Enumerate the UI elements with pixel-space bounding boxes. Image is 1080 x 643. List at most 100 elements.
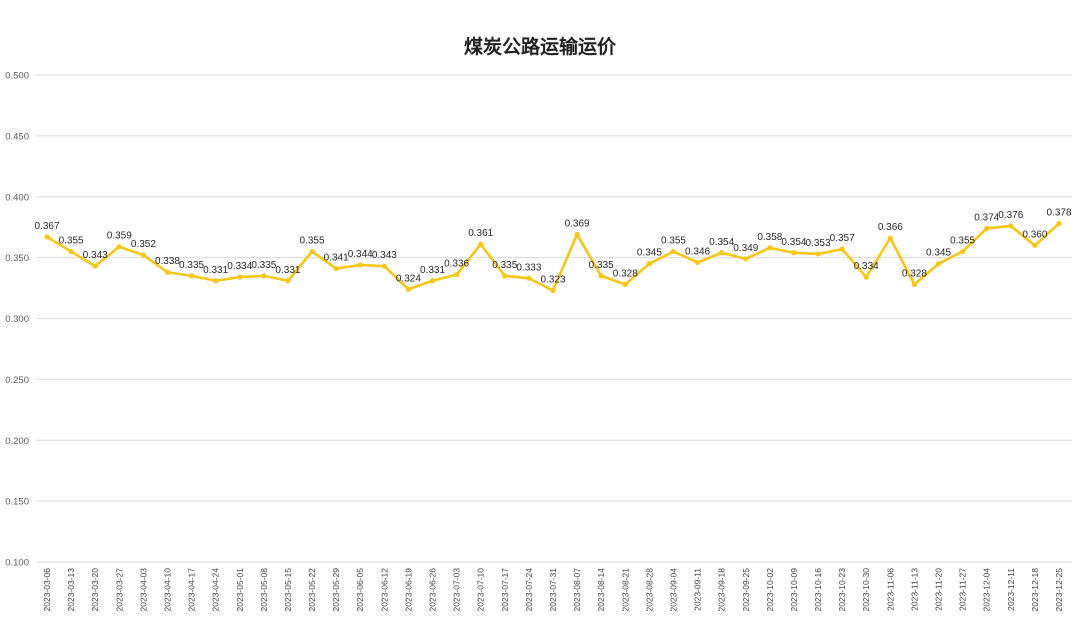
x-tick-label: 2023-05-29 — [331, 568, 341, 612]
x-tick-label: 2023-04-17 — [187, 568, 197, 612]
y-tick-label: 0.100 — [5, 558, 29, 569]
data-label: 0.336 — [444, 259, 469, 270]
data-point — [357, 262, 363, 268]
data-label: 0.367 — [34, 221, 59, 232]
x-tick-label: 2023-05-22 — [307, 568, 317, 612]
x-axis: 2023-03-06 2023-03-13 2023-03-20 2023-03-27… — [42, 568, 1064, 612]
x-tick-label: 2023-06-19 — [403, 568, 413, 612]
data-label: 0.355 — [661, 236, 686, 247]
data-point — [44, 234, 50, 240]
data-label: 0.341 — [324, 253, 349, 264]
data-label: 0.358 — [757, 232, 782, 243]
x-tick-label: 2023-12-04 — [982, 568, 992, 612]
x-tick-label: 2023-10-16 — [813, 568, 823, 612]
data-point — [188, 273, 195, 279]
data-point — [454, 272, 460, 278]
data-point — [719, 250, 725, 256]
x-tick-label: 2023-12-18 — [1030, 568, 1040, 612]
x-tick-label: 2023-12-11 — [1006, 568, 1016, 611]
data-point — [863, 274, 869, 280]
x-tick-label: 2023-06-12 — [379, 568, 389, 612]
data-label: 0.352 — [131, 239, 156, 250]
data-point — [598, 273, 604, 279]
data-label: 0.355 — [59, 236, 84, 247]
data-label: 0.335 — [492, 260, 517, 271]
x-tick-label: 2023-10-30 — [861, 568, 871, 612]
data-label: 0.345 — [637, 248, 662, 259]
data-point — [213, 278, 219, 284]
x-tick-label: 2023-08-14 — [596, 568, 606, 612]
data-label: 0.343 — [372, 250, 397, 261]
y-tick-label: 0.500 — [5, 71, 29, 82]
data-point — [405, 286, 412, 292]
x-tick-label: 2023-08-07 — [572, 568, 582, 612]
x-tick-label: 2023-04-10 — [162, 568, 172, 612]
series — [44, 220, 1062, 294]
data-label: 0.357 — [830, 233, 855, 244]
data-label: 0.366 — [878, 222, 903, 233]
data-label: 0.349 — [733, 243, 758, 254]
data-point — [1032, 242, 1038, 249]
x-tick-label: 2023-03-27 — [114, 568, 124, 612]
x-tick-label: 2023-08-21 — [620, 568, 630, 612]
y-tick-label: 0.450 — [5, 131, 29, 142]
data-point — [309, 248, 315, 255]
data-point — [815, 251, 821, 257]
data-point — [743, 256, 749, 262]
data-point — [1008, 223, 1014, 229]
data-point — [670, 248, 677, 255]
data-point — [381, 263, 387, 269]
data-label: 0.355 — [950, 236, 975, 247]
data-point — [237, 274, 243, 280]
data-point — [478, 241, 484, 247]
x-tick-label: 2023-10-02 — [765, 568, 775, 612]
data-label: 0.345 — [926, 248, 951, 259]
y-axis: 0.100 0.150 0.200 0.250 0.300 0.350 0.400 0.450… — [5, 71, 29, 569]
data-label: 0.338 — [155, 256, 180, 267]
x-tick-label: 2023-05-01 — [235, 568, 245, 612]
x-tick-label: 2023-11-06 — [885, 568, 895, 611]
data-label: 0.331 — [420, 265, 445, 276]
data-label: 0.344 — [348, 249, 373, 260]
data-label: 0.328 — [902, 268, 927, 279]
x-tick-label: 2023-11-27 — [958, 568, 968, 611]
x-tick-label: 2023-06-26 — [428, 568, 438, 612]
data-point — [526, 275, 532, 281]
data-point — [887, 235, 893, 241]
data-point — [116, 244, 122, 250]
data-label: 0.335 — [589, 260, 614, 271]
x-tick-label: 2023-09-25 — [741, 568, 751, 612]
y-tick-label: 0.150 — [5, 497, 29, 508]
x-tick-label: 2023-10-09 — [789, 568, 799, 612]
x-tick-label: 2023-10-23 — [837, 568, 847, 612]
x-tick-label: 2023-09-04 — [668, 568, 678, 612]
data-label: 0.355 — [300, 236, 325, 247]
data-point — [285, 278, 291, 284]
data-label: 0.378 — [1046, 208, 1071, 219]
data-label: 0.374 — [974, 212, 999, 223]
x-tick-label: 2023-03-06 — [42, 568, 52, 612]
data-point — [164, 269, 171, 275]
data-point — [140, 252, 146, 258]
data-point — [935, 261, 942, 267]
y-tick-label: 0.300 — [5, 314, 29, 325]
gridlines — [36, 74, 1072, 563]
data-point — [502, 273, 508, 279]
y-tick-label: 0.250 — [5, 375, 29, 386]
data-point — [550, 287, 556, 294]
data-label: 0.331 — [275, 265, 300, 276]
data-point — [429, 278, 436, 284]
data-point — [767, 245, 773, 251]
data-point — [646, 261, 652, 267]
data-label: 0.354 — [709, 237, 734, 248]
data-label: 0.323 — [540, 274, 565, 285]
x-tick-label: 2023-11-13 — [909, 568, 919, 611]
y-tick-label: 0.350 — [5, 253, 29, 264]
data-label: 0.334 — [854, 261, 879, 272]
data-label: 0.376 — [998, 210, 1023, 221]
x-tick-label: 2023-09-11 — [693, 568, 703, 611]
data-label: 0.335 — [179, 260, 204, 271]
data-label: 0.324 — [396, 273, 421, 284]
data-point — [333, 265, 339, 272]
